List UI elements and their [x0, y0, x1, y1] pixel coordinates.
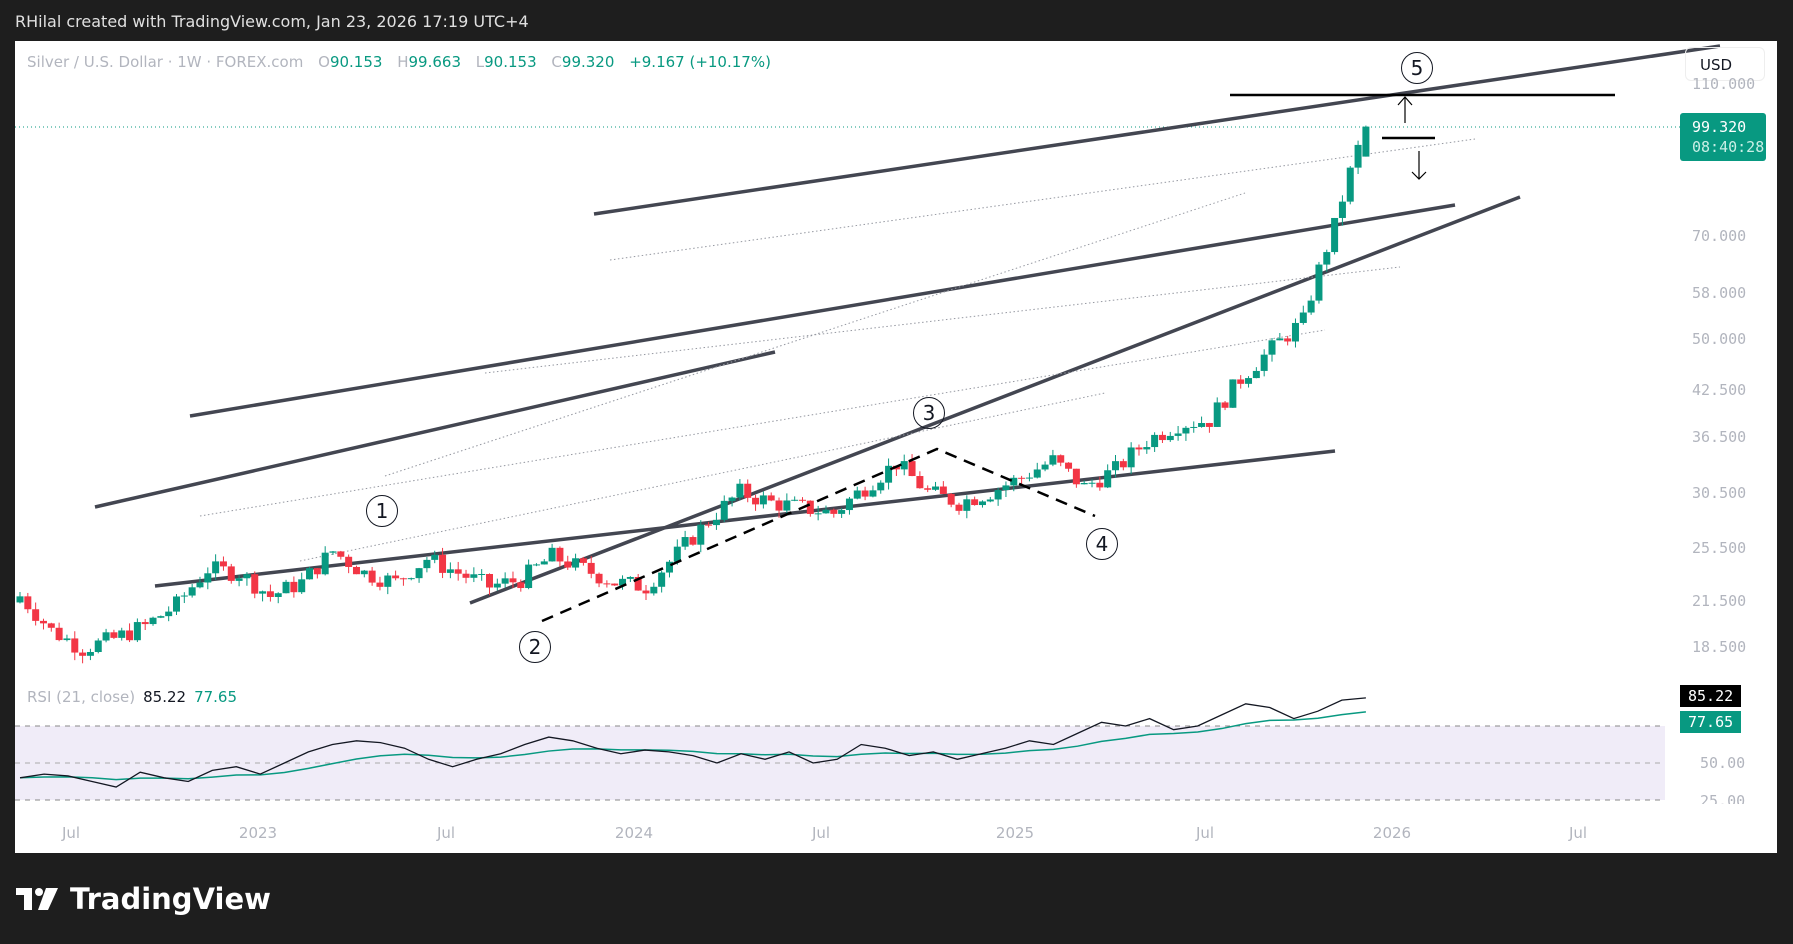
price-tick: 18.500: [1692, 638, 1747, 656]
currency-button[interactable]: USD: [1685, 47, 1765, 81]
tradingview-logo-icon: [16, 886, 60, 912]
price-tick: 42.500: [1692, 381, 1747, 399]
close-value: 99.320: [561, 53, 615, 71]
price-tick: 25.500: [1692, 539, 1747, 557]
chart-credit: RHilal created with TradingView.com, Jan…: [15, 12, 529, 31]
wave-label-2[interactable]: 2: [519, 631, 551, 663]
time-tick: Jul: [811, 824, 831, 842]
price-tick: 58.000: [1692, 284, 1747, 302]
ohlc-legend: Silver / U.S. Dollar · 1W · FOREX.com O9…: [27, 53, 771, 71]
symbol-title[interactable]: Silver / U.S. Dollar · 1W · FOREX.com: [27, 53, 304, 71]
price-tick: 50.000: [1692, 330, 1747, 348]
channel-lines[interactable]: [94, 44, 1721, 605]
price-tick: 36.500: [1692, 428, 1747, 446]
time-tick: Jul: [61, 824, 81, 842]
tradingview-logo: TradingView: [16, 882, 271, 916]
last-price-badge: 99.320 08:40:28: [1680, 113, 1766, 161]
rsi-lines: [19, 697, 1366, 788]
chart-panel[interactable]: Silver / U.S. Dollar · 1W · FOREX.com O9…: [15, 41, 1777, 853]
rsi-tick: 25.00: [1700, 792, 1746, 804]
wave-label-4[interactable]: 4: [1086, 528, 1118, 560]
rsi-legend[interactable]: RSI (21, close) 85.22 77.65: [27, 688, 238, 706]
time-tick: Jul: [1568, 824, 1588, 842]
price-tick: 110.000: [1692, 75, 1756, 93]
price-tick: 21.500: [1692, 592, 1747, 610]
wave-path[interactable]: [541, 447, 1096, 623]
wave-label-1[interactable]: 1: [366, 495, 398, 527]
time-tick: 2025: [995, 824, 1035, 842]
time-tick: 2023: [238, 824, 278, 842]
open-value: 90.153: [329, 53, 383, 71]
candlesticks: [16, 125, 1370, 664]
chart-canvas[interactable]: [15, 41, 1777, 853]
time-tick: Jul: [1195, 824, 1215, 842]
price-tick: 70.000: [1692, 227, 1747, 245]
time-tick: 2026: [1372, 824, 1412, 842]
time-tick: Jul: [436, 824, 456, 842]
wave-label-5[interactable]: 5: [1401, 52, 1433, 84]
wave-label-3[interactable]: 3: [913, 397, 945, 429]
high-value: 99.663: [408, 53, 462, 71]
change-value: +9.167 (+10.17%): [629, 53, 771, 71]
bar-countdown: 08:40:28: [1692, 138, 1765, 156]
rsi-value-badge: 85.22: [1680, 685, 1742, 707]
rsi-tick: 50.00: [1700, 754, 1746, 772]
rsi-ma-badge: 77.65: [1680, 711, 1742, 733]
low-value: 90.153: [484, 53, 537, 71]
time-tick: 2024: [614, 824, 654, 842]
price-tick: 30.500: [1692, 484, 1747, 502]
